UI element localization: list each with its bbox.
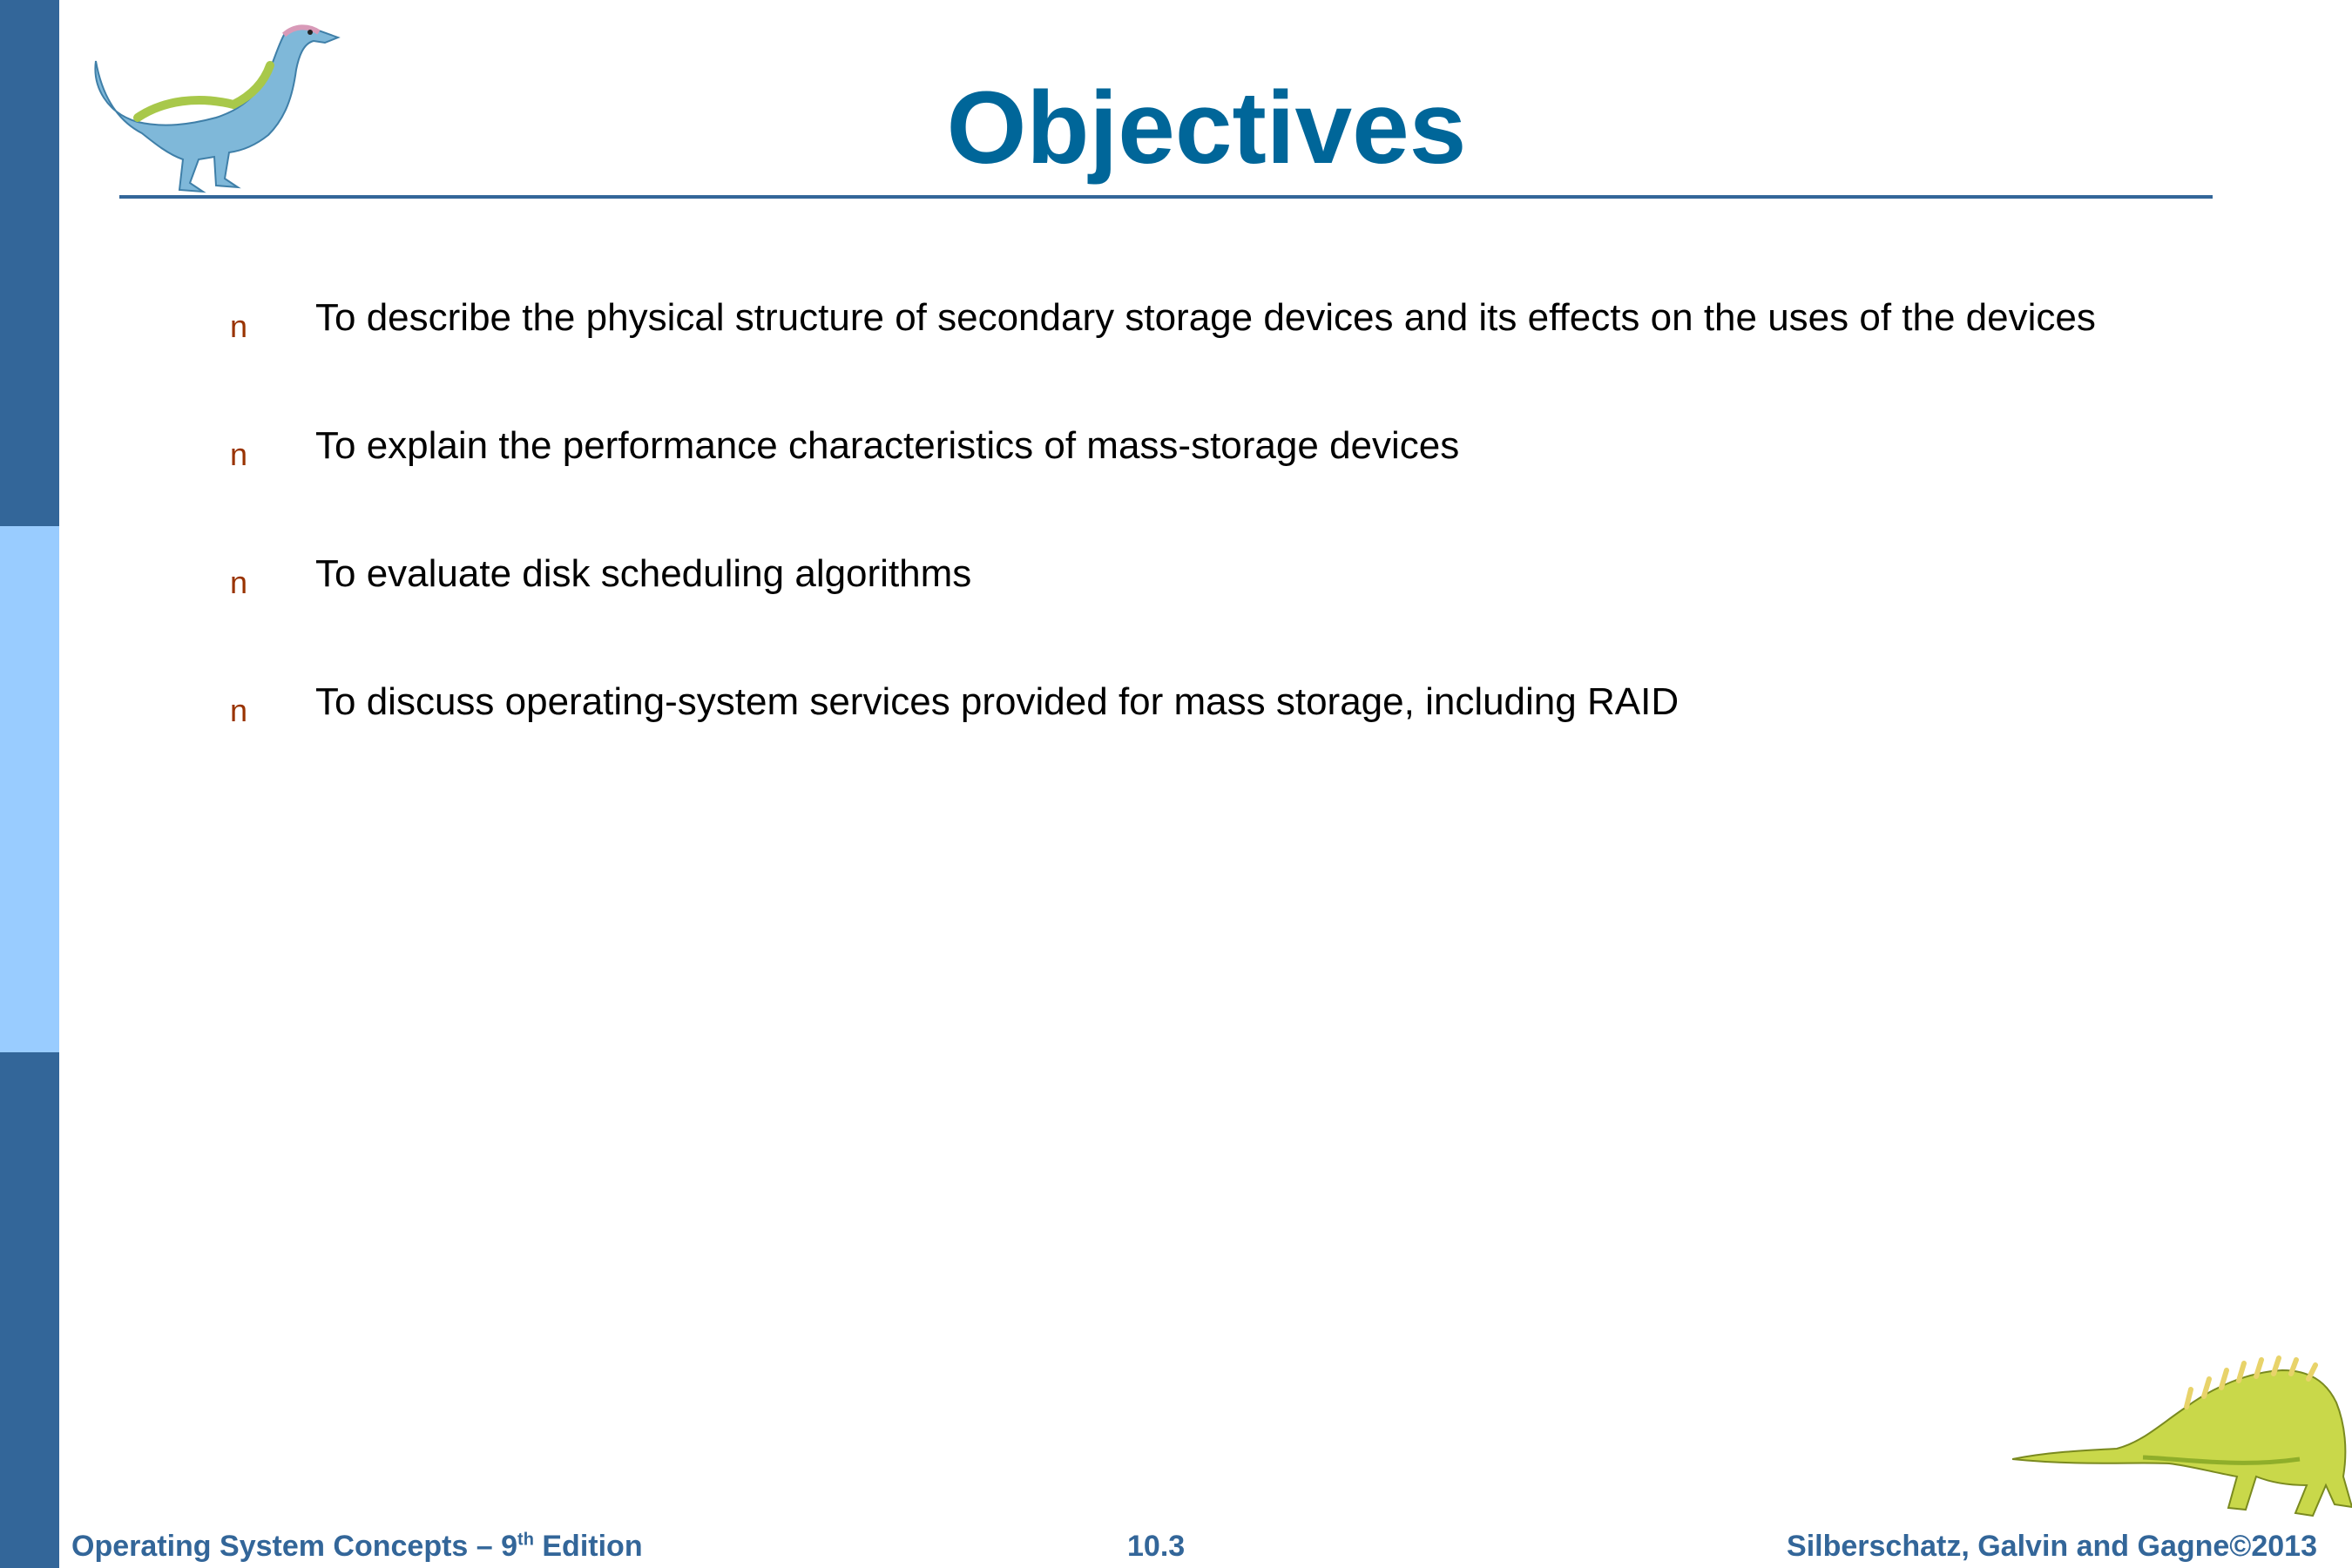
list-item: n To explain the performance characteris…: [0, 417, 2265, 487]
footer-page-number: 10.3: [1127, 1530, 1186, 1563]
bullet-text: To discuss operating-system services pro…: [315, 680, 1680, 723]
footer-book-prefix: Operating System Concepts – 9: [71, 1530, 518, 1563]
bullet-marker: n: [230, 564, 248, 600]
bullet-text: To evaluate disk scheduling algorithms: [315, 552, 972, 595]
sidebar-middle-band: [0, 526, 59, 1052]
list-item: n To evaluate disk scheduling algorithms: [0, 545, 2265, 615]
bullet-text: To describe the physical structure of se…: [315, 296, 2096, 339]
slide-title: Objectives: [946, 71, 1467, 186]
bullet-marker: n: [230, 436, 248, 472]
title-divider: [119, 195, 2213, 199]
footer-book-suffix: Edition: [533, 1530, 643, 1563]
footer-copyright: Silberschatz, Galvin and Gagne©2013: [1787, 1530, 2317, 1563]
footer-book-sup: th: [517, 1530, 534, 1550]
dinosaur-icon: [2012, 1355, 2352, 1517]
sidebar-top-band: [0, 0, 59, 526]
bullet-marker: n: [230, 308, 248, 344]
list-item: n To discuss operating-system services p…: [0, 673, 2265, 743]
list-item: n To describe the physical structure of …: [0, 289, 2265, 359]
dinosaur-icon: [94, 24, 341, 193]
footer-book-title: Operating System Concepts – 9th Edition: [71, 1530, 643, 1564]
sidebar-bottom-band: [0, 1052, 59, 1568]
bullet-marker: n: [230, 693, 248, 728]
bullet-text: To explain the performance characteristi…: [315, 424, 1460, 467]
